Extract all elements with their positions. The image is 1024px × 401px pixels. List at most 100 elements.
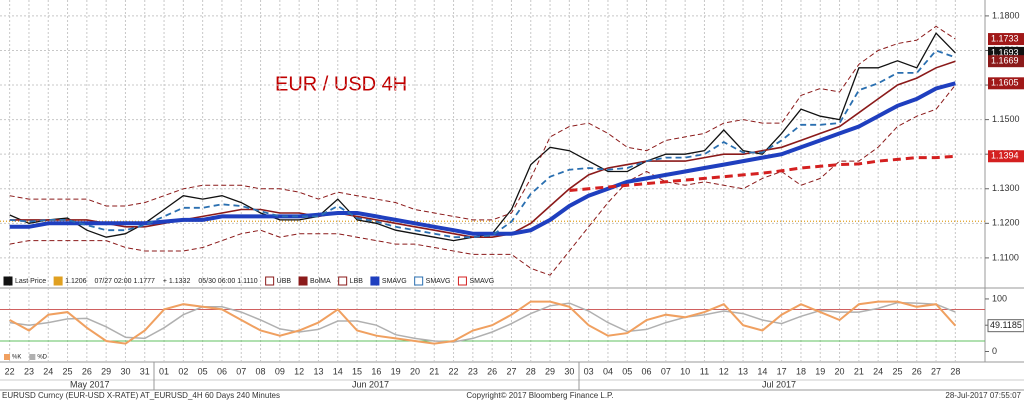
x-tick-label: 19	[815, 366, 825, 376]
x-tick-label: 18	[796, 366, 806, 376]
legend-swatch	[29, 354, 36, 360]
oscillator-line	[9, 301, 956, 343]
x-tick-label: 28	[950, 366, 960, 376]
x-tick-label: 26	[82, 366, 92, 376]
x-tick-label: 10	[680, 366, 690, 376]
x-tick-label: 15	[352, 366, 362, 376]
price-label-box	[988, 150, 1024, 163]
legend-swatch	[457, 276, 467, 286]
x-tick-label: 31	[140, 366, 150, 376]
x-tick-label: 13	[313, 366, 323, 376]
x-tick-label: 30	[564, 366, 574, 376]
x-tick-label: 11	[700, 366, 709, 376]
footer-left: EURUSD Curncy (EUR-USD X-RATE) AT_EURUSD…	[2, 391, 280, 400]
x-tick-label: 26	[912, 366, 922, 376]
x-tick-label: 20	[410, 366, 420, 376]
legend-text: UBB	[277, 278, 292, 285]
series-line	[9, 25, 956, 221]
x-tick-label: 21	[429, 366, 439, 376]
x-tick-label: 28	[526, 366, 536, 376]
x-tick-label: 02	[178, 366, 188, 376]
x-tick-label: 24	[873, 366, 883, 376]
x-tick-label: 27	[931, 366, 941, 376]
legend-text: %K	[12, 355, 21, 361]
x-tick-label: 08	[256, 366, 266, 376]
legend-text: SMAVG	[469, 278, 494, 285]
x-tick-label: 05	[198, 366, 208, 376]
x-tick-label: 06	[642, 366, 652, 376]
legend-text: LBB	[350, 278, 364, 285]
x-tick-label: 19	[391, 366, 401, 376]
legend-swatch	[4, 354, 10, 360]
x-tick-label: 17	[777, 366, 787, 376]
y-tick-label: 1.1100	[992, 252, 1019, 262]
x-tick-label: 20	[835, 366, 845, 376]
price-label: 1.1693	[991, 47, 1019, 57]
legend-text: 1.1206	[65, 278, 87, 285]
x-tick-label: 07	[236, 366, 246, 376]
x-tick-label: 22	[449, 366, 459, 376]
legend-swatch	[3, 276, 13, 286]
x-tick-label: 25	[892, 366, 902, 376]
footer-center: Copyright© 2017 Bloomberg Finance L.P.	[466, 391, 613, 400]
y-tick-label: 1.1200	[992, 218, 1020, 228]
series-line	[9, 81, 956, 236]
y-tick-label: 1.1500	[992, 114, 1020, 124]
legend-swatch	[370, 276, 380, 286]
legend-text: SMAVG	[426, 278, 451, 285]
price-label-box	[988, 55, 1024, 68]
x-tick-label: 29	[545, 366, 555, 376]
x-tick-label: 27	[506, 366, 516, 376]
footer-right: 28-Jul-2017 07:55:07	[945, 391, 1021, 400]
legend-text: Last Price	[15, 278, 46, 285]
last-label: 49.1185	[990, 320, 1022, 330]
x-tick-label: 05	[622, 366, 632, 376]
y-tick-label: 1.1300	[992, 183, 1020, 193]
x-tick-label: 14	[757, 366, 767, 376]
series-line	[9, 49, 956, 239]
price-label-box	[988, 33, 1024, 46]
oscillator-line	[9, 300, 957, 345]
legend-swatch	[265, 276, 275, 286]
price-label: 1.1669	[991, 56, 1019, 66]
price-label: 1.1394	[991, 151, 1019, 161]
x-tick-label: 03	[584, 366, 594, 376]
x-tick-label: 23	[24, 366, 34, 376]
x-tick-label: 07	[661, 366, 671, 376]
x-tick-label: 23	[468, 366, 478, 376]
x-tick-label: 14	[333, 366, 343, 376]
month-label: Jul 2017	[762, 379, 796, 389]
legend-text: 05/30 06:00 1.1110	[198, 278, 257, 285]
x-tick-label: 21	[854, 366, 864, 376]
month-label: May 2017	[70, 379, 110, 389]
x-tick-label: 12	[719, 366, 729, 376]
legend-swatch	[53, 276, 63, 286]
month-label: Jun 2017	[352, 379, 389, 389]
x-tick-label: 30	[120, 366, 130, 376]
legend-swatch	[298, 276, 308, 286]
x-tick-label: 09	[275, 366, 285, 376]
x-tick-label: 01	[159, 366, 169, 376]
y-tick-label: 1.1800	[992, 10, 1020, 20]
legend-text: 07/27 02:00 1.1777	[95, 278, 155, 285]
legend-text: + 1.1332	[163, 278, 191, 285]
series-line	[9, 84, 956, 276]
x-tick-label: 24	[43, 366, 53, 376]
legend-text: SMAVG	[382, 278, 407, 285]
x-tick-label: 29	[101, 366, 111, 376]
y-tick-label: 0	[992, 346, 997, 356]
x-tick-label: 16	[371, 366, 381, 376]
last-label-box	[987, 319, 1024, 333]
legend-text: %D	[37, 355, 47, 361]
x-tick-label: 22	[5, 366, 15, 376]
price-label: 1.1605	[991, 78, 1019, 88]
x-tick-label: 04	[603, 366, 613, 376]
x-tick-label: 25	[63, 366, 73, 376]
x-tick-label: 13	[738, 366, 748, 376]
legend-swatch	[338, 276, 348, 286]
price-label: 1.1733	[991, 33, 1019, 43]
x-tick-label: 06	[217, 366, 227, 376]
chart-title: EUR / USD 4H	[275, 73, 407, 95]
